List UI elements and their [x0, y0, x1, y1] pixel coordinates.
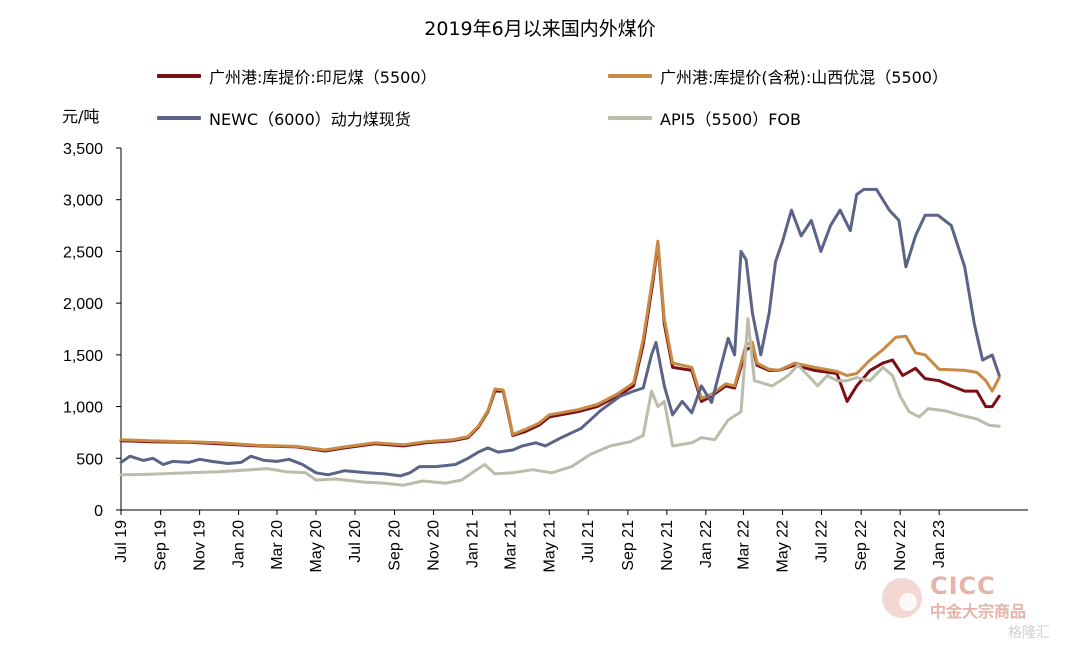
x-tick-label: May 22 [775, 520, 792, 573]
y-tick-label: 1,500 [63, 348, 103, 365]
x-tick-label: Mar 20 [269, 520, 286, 570]
x-tick-label: May 21 [541, 520, 558, 573]
series-line-0 [119, 241, 1001, 453]
y-tick-label: 500 [76, 451, 103, 468]
y-tick-label: 3,500 [63, 141, 103, 158]
y-tick-label: 3,000 [63, 193, 103, 210]
legend-swatch-api5 [608, 116, 652, 120]
x-tick-label: Nov 19 [192, 520, 209, 571]
x-tick-label: Sep 22 [853, 520, 870, 571]
x-tick-label: Sep 20 [387, 520, 404, 571]
x-tick-label: Nov 22 [892, 520, 909, 571]
x-tick-label: Nov 21 [659, 520, 676, 571]
series-line-1 [119, 239, 1001, 452]
x-tick-label: Jan 21 [465, 520, 482, 568]
legend-label-indonesia: 广州港:库提价:印尼煤（5500） [209, 68, 437, 87]
y-tick-label: 2,500 [63, 244, 103, 261]
legend-label-api5: API5（5500）FOB [660, 110, 801, 129]
watermark: CICC 中金大宗商品 格隆汇 [880, 570, 1080, 648]
x-tick-label: Jul 22 [814, 520, 831, 563]
y-tick-label: 1,000 [63, 400, 103, 417]
legend-label-shanxi: 广州港:库提价(含税):山西优混（5500） [660, 68, 948, 87]
x-tick-label: Sep 19 [153, 520, 170, 571]
legend-item-shanxi: 广州港:库提价(含税):山西优混（5500） [608, 64, 948, 88]
legend-swatch-indonesia [157, 74, 201, 78]
legend-item-newc: NEWC（6000）动力煤现货 [157, 106, 411, 130]
watermark-logo-text: CICC [930, 572, 996, 600]
x-tick-label: Jan 20 [231, 520, 248, 568]
watermark-source-text: 格隆汇 [1008, 625, 1050, 641]
x-tick-label: Jul 20 [347, 520, 364, 563]
x-tick-label: Jan 22 [698, 520, 715, 568]
legend-item-api5: API5（5500）FOB [608, 106, 801, 130]
watermark-brand-text: 中金大宗商品 [930, 602, 1027, 621]
x-tick-label: Mar 21 [502, 520, 519, 570]
x-tick-label: Nov 20 [426, 520, 443, 571]
series-line-2 [119, 187, 1001, 478]
legend-item-indonesia: 广州港:库提价:印尼煤（5500） [157, 64, 437, 88]
y-axis-label: 元/吨 [62, 107, 100, 126]
legend-swatch-newc [157, 116, 201, 120]
legend-label-newc: NEWC（6000）动力煤现货 [209, 110, 411, 129]
x-tick-label: Sep 21 [620, 520, 637, 571]
x-tick-label: May 20 [308, 520, 325, 573]
x-tick-label: Jul 21 [580, 520, 597, 563]
series-line-3 [119, 317, 1001, 487]
x-tick-label: Mar 22 [736, 520, 753, 570]
x-tick-label: Jul 19 [113, 520, 130, 563]
y-tick-label: 2,000 [63, 296, 103, 313]
legend-swatch-shanxi [608, 74, 652, 78]
chart-title: 2019年6月以来国内外煤价 [424, 18, 656, 40]
x-tick-label: Jan 23 [931, 520, 948, 568]
y-tick-label: 0 [94, 503, 103, 520]
cicc-logo-icon [882, 578, 922, 618]
